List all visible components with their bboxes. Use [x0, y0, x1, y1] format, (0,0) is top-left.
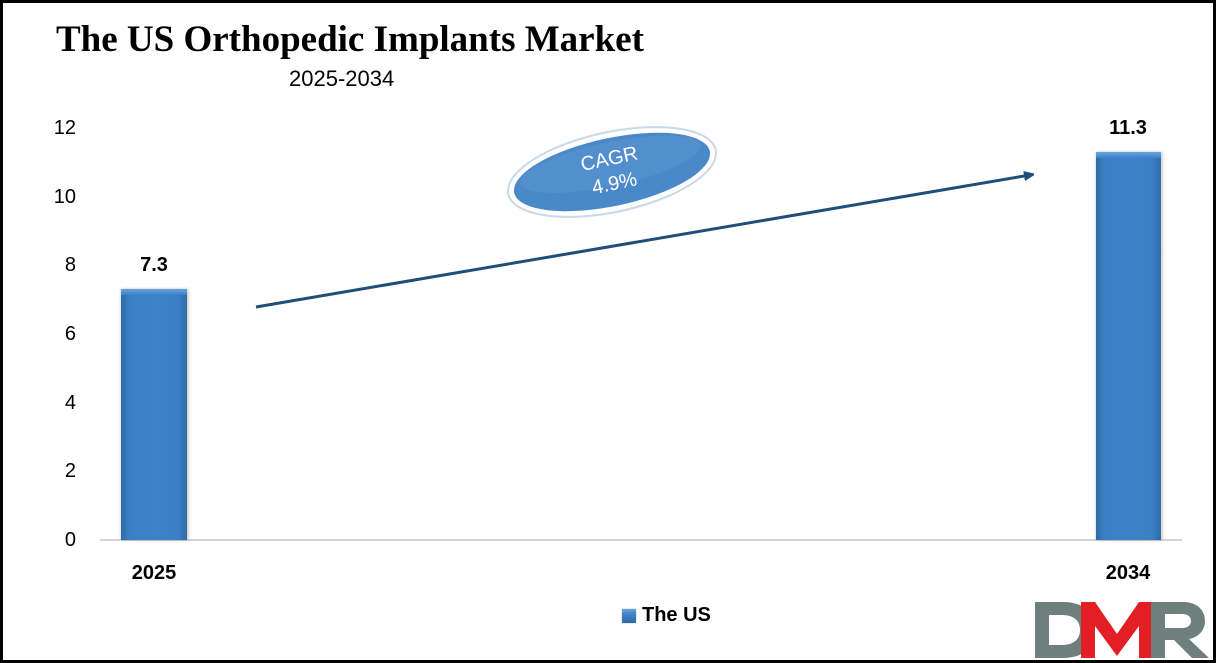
data-label-2034: 11.3 — [1109, 117, 1147, 139]
data-label-2025: 7.3 — [140, 254, 168, 276]
bar-2025 — [121, 289, 187, 540]
legend-label: The US — [642, 604, 711, 626]
bar-2034 — [1096, 152, 1161, 540]
legend-swatch-icon — [622, 608, 636, 623]
y-tick-6: 6 — [64, 323, 76, 345]
y-tick-0: 0 — [64, 529, 76, 551]
x-tick-2034: 2034 — [1105, 562, 1151, 584]
chart-subtitle: 2025-2034 — [289, 66, 395, 91]
x-tick-2025: 2025 — [131, 562, 177, 584]
y-tick-8: 8 — [64, 254, 76, 276]
chart-legend: The US — [622, 604, 711, 627]
cagr-callout: CAGR 4.9% — [503, 128, 721, 216]
y-tick-4: 4 — [64, 392, 76, 414]
y-tick-10: 10 — [53, 186, 76, 208]
y-tick-12: 12 — [53, 117, 76, 139]
dmr-logo-icon — [1035, 602, 1209, 658]
y-tick-2: 2 — [64, 460, 76, 482]
x-axis-line — [100, 539, 1182, 541]
chart-title: The US Orthopedic Implants Market — [56, 19, 644, 60]
